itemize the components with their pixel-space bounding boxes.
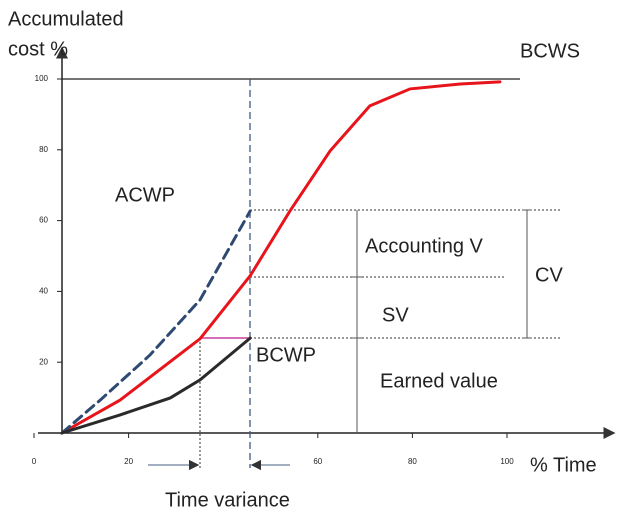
guides: [148, 79, 560, 471]
annotation: CV: [535, 264, 563, 286]
y-tick-label: 60: [39, 216, 48, 225]
y-tick-label: 20: [39, 357, 48, 366]
y-tick-label: 40: [39, 287, 48, 296]
annotation: Accounting V: [365, 235, 484, 257]
series-line: [60, 209, 252, 435]
y-label: cost %: [8, 38, 68, 60]
x-tick-label: 80: [408, 457, 417, 466]
axes: [38, 46, 616, 439]
annotation: Time variance: [165, 489, 290, 511]
series-label: BCWP: [256, 344, 316, 366]
y-tick-label: 80: [39, 145, 48, 154]
series-line: [60, 80, 502, 435]
x-tick-label: 100: [500, 457, 514, 466]
x-tick-label: 60: [313, 457, 322, 466]
variance-bars: [352, 209, 532, 433]
annotation: SV: [382, 304, 409, 326]
x-tick-label: 0: [32, 457, 37, 466]
y-label: Accumulated: [8, 8, 124, 30]
x-label: % Time: [530, 454, 597, 476]
series-label: ACWP: [115, 184, 175, 206]
annotation: Earned value: [380, 370, 498, 392]
y-tick-label: 100: [35, 74, 49, 83]
x-tick-label: 20: [124, 457, 133, 466]
series-line: [60, 336, 252, 435]
series-label: BCWS: [520, 40, 580, 62]
